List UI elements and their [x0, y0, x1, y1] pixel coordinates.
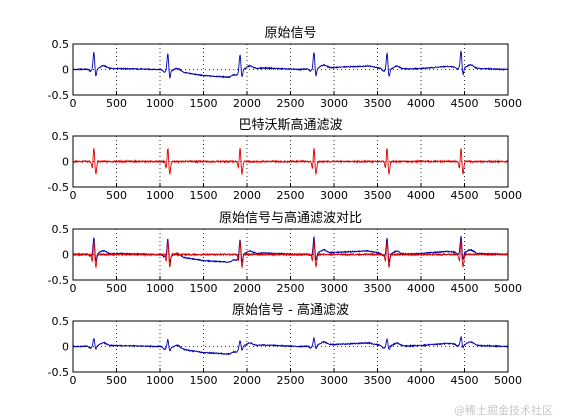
x-tick-label: 0: [70, 189, 77, 202]
series-line-difference: [73, 335, 508, 356]
x-tick-label: 500: [106, 374, 127, 387]
x-tick-label: 5000: [494, 282, 522, 295]
x-tick-label: 500: [106, 282, 127, 295]
x-tick-label: 0: [70, 97, 77, 110]
x-tick-label: 4000: [407, 374, 435, 387]
x-tick-label: 1000: [146, 374, 174, 387]
subplot-title: 原始信号 - 高通滤波: [232, 302, 349, 318]
x-tick-label: 3000: [320, 282, 348, 295]
x-tick-label: 1000: [146, 189, 174, 202]
x-tick-label: 1000: [146, 97, 174, 110]
subplot-title: 巴特沃斯高通滤波: [238, 117, 342, 133]
y-tick-label: 0.5: [52, 223, 70, 236]
series-line-filtered: [73, 148, 508, 176]
subplot-1: 0 500 1000 1500 2000 2500 3000 3500 4000 4500 5000…: [48, 26, 522, 110]
x-tick-label: 3500: [364, 189, 392, 202]
x-tick-label: 3000: [320, 189, 348, 202]
x-tick-label: 1000: [146, 282, 174, 295]
y-tick-label: 0.5: [52, 38, 70, 51]
x-tick-label: 5000: [494, 189, 522, 202]
subplot-4: 0 500 1000 1500 2000 2500 3000 3500 4000 4500 5000…: [48, 302, 522, 387]
x-tick-label: 1500: [190, 97, 218, 110]
x-tick-label: 500: [106, 97, 127, 110]
y-tick-label: -0.5: [48, 89, 69, 102]
subplot-title: 原始信号: [264, 26, 316, 41]
x-tick-label: 1500: [190, 282, 218, 295]
x-tick-label: 2500: [277, 189, 305, 202]
x-tick-label: 0: [70, 374, 77, 387]
x-tick-label: 5000: [494, 97, 522, 110]
y-tick-label: 0.5: [52, 130, 70, 143]
subplot-2: 0 500 1000 1500 2000 2500 3000 3500 4000 4500 5000…: [48, 117, 522, 202]
x-tick-label: 4000: [407, 97, 435, 110]
x-tick-label: 2500: [277, 374, 305, 387]
y-tick-label: 0: [62, 249, 69, 262]
x-tick-label: 4500: [451, 189, 479, 202]
x-tick-label: 3500: [364, 282, 392, 295]
series-line-filtered: [73, 239, 508, 269]
y-tick-label: -0.5: [48, 274, 69, 287]
x-tick-label: 3000: [320, 97, 348, 110]
x-tick-label: 500: [106, 189, 127, 202]
y-tick-label: -0.5: [48, 181, 69, 194]
x-tick-label: 4500: [451, 97, 479, 110]
x-tick-label: 3500: [364, 97, 392, 110]
x-tick-label: 4500: [451, 282, 479, 295]
y-tick-label: 0: [62, 64, 69, 77]
x-tick-label: 3500: [364, 374, 392, 387]
x-tick-label: 3000: [320, 374, 348, 387]
y-tick-label: 0: [62, 341, 69, 354]
y-tick-label: 0.5: [52, 315, 70, 328]
x-tick-label: 1500: [190, 374, 218, 387]
y-tick-label: 0: [62, 156, 69, 169]
x-tick-label: 2000: [233, 97, 261, 110]
x-tick-label: 2000: [233, 282, 261, 295]
x-tick-label: 4000: [407, 189, 435, 202]
x-tick-label: 0: [70, 282, 77, 295]
x-tick-label: 1500: [190, 189, 218, 202]
series-line-original: [73, 50, 508, 79]
x-tick-label: 2000: [233, 189, 261, 202]
x-tick-label: 4000: [407, 282, 435, 295]
watermark: @稀土掘金技术社区: [454, 404, 553, 417]
subplot-title: 原始信号与高通滤波对比: [219, 210, 362, 226]
x-tick-label: 2500: [277, 97, 305, 110]
x-tick-label: 2000: [233, 374, 261, 387]
y-tick-label: -0.5: [48, 366, 69, 379]
subplot-3: 0 500 1000 1500 2000 2500 3000 3500 4000 4500 5000…: [48, 210, 522, 295]
x-tick-label: 5000: [494, 374, 522, 387]
x-tick-label: 4500: [451, 374, 479, 387]
x-tick-label: 2500: [277, 282, 305, 295]
